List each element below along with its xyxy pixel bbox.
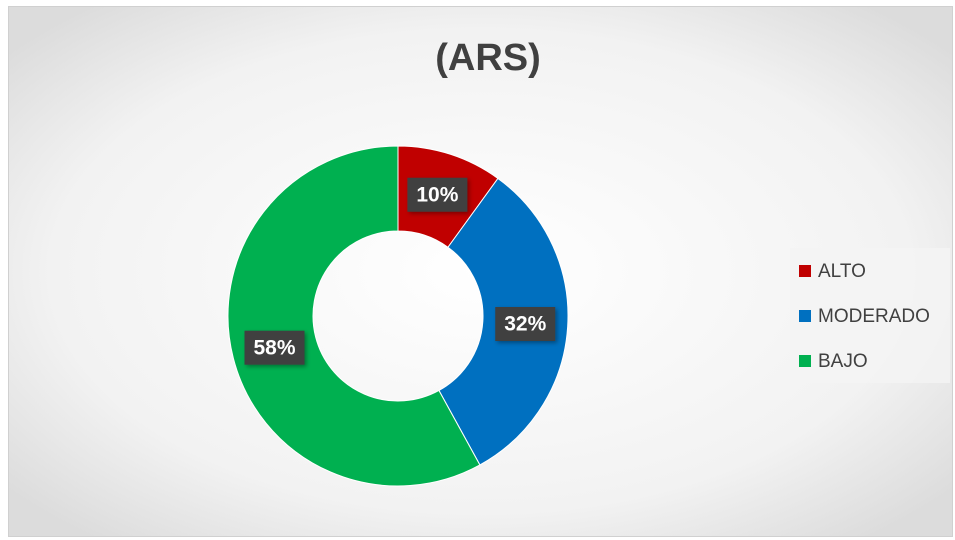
data-label-box bbox=[495, 307, 556, 342]
legend-swatch bbox=[799, 265, 811, 277]
legend-label: BAJO bbox=[818, 351, 868, 372]
legend-swatch bbox=[799, 310, 811, 322]
legend-label: ALTO bbox=[818, 261, 866, 282]
chart-title: (ARS) bbox=[435, 37, 541, 79]
legend-label: MODERADO bbox=[818, 306, 930, 327]
data-label: 10% bbox=[416, 183, 458, 206]
data-label: 32% bbox=[504, 313, 546, 336]
legend-box bbox=[790, 248, 950, 383]
donut-slice bbox=[227, 145, 481, 487]
legend-swatch bbox=[799, 355, 811, 367]
data-label-box bbox=[407, 177, 468, 212]
data-label-box bbox=[244, 330, 305, 365]
data-label: 58% bbox=[253, 336, 295, 359]
